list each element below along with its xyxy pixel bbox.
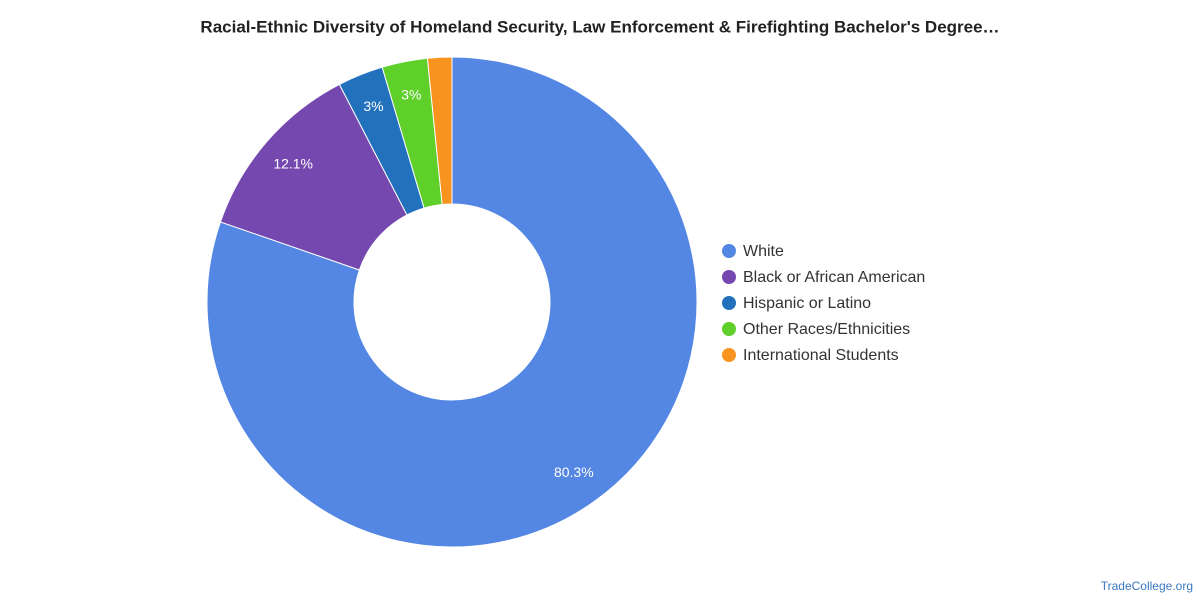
donut-slice (206, 56, 698, 548)
legend-label: Hispanic or Latino (743, 295, 871, 312)
donut-slice (219, 83, 408, 271)
donut-slice (426, 56, 453, 206)
legend-swatch (722, 270, 736, 284)
legend-label: Black or African American (743, 269, 925, 286)
data-label: 12.1% (273, 155, 313, 171)
data-label: 80.3% (554, 464, 594, 480)
legend-swatch (722, 322, 736, 336)
legend-swatch (722, 296, 736, 310)
chart-title: Racial-Ethnic Diversity of Homeland Secu… (200, 17, 999, 36)
legend-label: International Students (743, 347, 899, 364)
legend-label: Other Races/Ethnicities (743, 321, 910, 338)
legend-swatch (722, 244, 736, 258)
data-label: 3% (401, 87, 421, 103)
source[interactable]: TradeCollege.org (1101, 579, 1193, 593)
data-label: 3% (363, 98, 383, 114)
legend-swatch (722, 348, 736, 362)
legend-label: White (743, 243, 784, 260)
